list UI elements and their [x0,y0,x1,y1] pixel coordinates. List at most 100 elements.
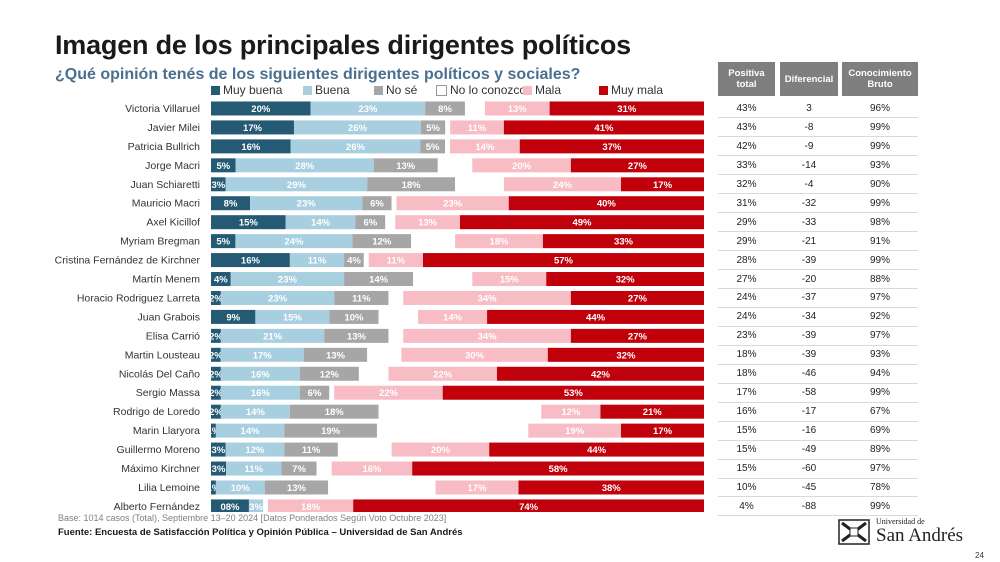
data-label: 23% [358,104,378,115]
bar-segment-no-lo-conozco [358,366,389,381]
table-row-divider [718,306,918,308]
conocimiento-bruto-cell: 90% [869,178,890,190]
conocimiento-bruto-cell: 91% [869,235,890,247]
bar-segment-muy-buena [211,499,249,512]
data-label: 21% [263,331,283,342]
diferencial-cell: 3 [806,102,812,114]
bar-segment-muy-mala [412,461,704,476]
bar-segment-buena [250,196,363,211]
category-label: Jorge Macri [145,160,200,172]
conocimiento-bruto-cell: 99% [869,197,890,209]
data-label: 30% [465,350,485,361]
conocimiento-bruto-cell: 93% [869,159,890,171]
table-row-divider [718,363,918,365]
bar-segment-muy-buena [211,309,256,324]
diferencial-cell: -32 [801,197,817,209]
data-label: 40% [597,199,617,210]
data-label: 19% [565,426,585,437]
data-label: 32% [616,275,636,286]
data-label: 11% [302,445,321,456]
bar-segment-no-lo-conozco [388,290,404,305]
conocimiento-bruto-cell: 97% [869,292,890,304]
diferencial-cell: -20 [801,273,817,285]
conocimiento-bruto-cell: 98% [869,216,890,228]
logo-text-big: San Andrés [876,525,964,546]
data-label: 34% [478,331,498,342]
bar-segment-muy-buena [211,328,221,343]
bar-segment-no-se [299,366,359,381]
bar-segment-no-lo-conozco [367,347,402,362]
bar-segment-muy-mala [549,101,704,116]
legend-label: Muy mala [611,83,664,97]
bar-segment-no-se [352,234,412,249]
bar-segment-muy-mala [570,290,704,305]
bar-segment-no-lo-conozco [376,423,529,438]
bar-segment-no-se [303,347,368,362]
bar-segment-no-se [324,328,389,343]
bar-segment-buena [310,101,426,116]
bar-segment-buena [226,461,282,476]
data-label: 15% [283,312,303,323]
data-label: 3% [212,464,226,475]
category-label: Mauricio Macri [132,198,200,210]
positiva-total-cell: 43% [736,121,757,133]
legend-label: Buena [315,83,350,97]
diferencial-cell: -39 [801,349,817,361]
conocimiento-bruto-cell: 99% [869,254,890,266]
table-row-divider [718,288,918,290]
data-label: 22% [433,369,453,380]
bar-segment-buena [230,272,345,287]
legend-swatch [436,84,447,96]
bar-segment-muy-mala [621,423,704,438]
bar-segment-buena [293,120,421,135]
data-label: 2% [209,369,223,380]
data-label: 27% [628,293,648,304]
conocimiento-bruto-cell: 88% [869,273,890,285]
bar-segment-mala [334,385,443,400]
data-label: 49% [572,218,592,229]
bar-segment-muy-buena [211,404,221,419]
data-label: 24% [284,237,304,248]
positiva-total-cell: 24% [736,311,757,323]
legend-item-buena: Buena [303,83,350,97]
bar-segment-muy-mala [442,385,704,400]
data-label: 16% [362,464,382,475]
category-label: Elisa Carrió [146,330,200,342]
conocimiento-bruto-cell: 97% [869,463,890,475]
category-label: Martín Menem [132,274,200,286]
data-label: 17% [468,483,488,494]
diferencial-cell: -21 [801,235,817,247]
bar-segment-muy-mala [489,442,704,457]
bar-segment-muy-mala [496,366,704,381]
bar-segment-buena [290,139,421,154]
bar-segment-mala [267,499,354,512]
data-label: 2% [209,331,223,342]
legend-label: Mala [535,83,562,97]
bar-segment-muy-mala [542,234,704,249]
data-label: 10% [344,312,364,323]
conocimiento-bruto-cell: 69% [869,425,890,437]
diferencial-cell: -8 [804,121,814,133]
category-label: Patricia Bullrich [128,141,201,153]
diferencial-cell: -17 [801,406,817,418]
data-label: 23% [443,199,463,210]
bar-segment-muy-buena [211,423,216,438]
bar-segment-buena [235,158,374,173]
legend-item-no-se: No sé [374,83,417,97]
bar-segment-muy-mala [518,480,704,495]
category-label: Horacio Rodriguez Larreta [77,292,200,304]
bar-segment-muy-buena [211,461,227,476]
table-row-divider [718,212,918,214]
table-row-divider [718,174,918,176]
positiva-total-cell: 17% [736,387,757,399]
data-label: 16% [241,142,261,153]
bar-segment-muy-mala [570,328,704,343]
bar-segment-no-se [344,272,414,287]
data-label: 2% [209,293,223,304]
data-label: 9% [226,312,240,323]
category-label: Nicolás Del Caño [119,368,200,380]
bar-segment-buena [220,290,335,305]
university-crest-icon [838,518,870,545]
diferencial-cell: -9 [804,140,814,152]
positiva-total-cell: 42% [736,140,757,152]
